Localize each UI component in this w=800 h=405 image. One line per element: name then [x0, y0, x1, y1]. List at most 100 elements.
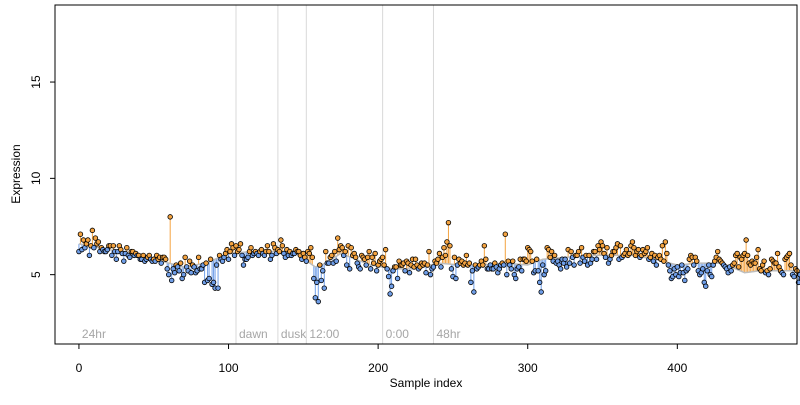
data-point [318, 277, 324, 284]
data-point [539, 262, 546, 268]
event-label-dawn: dawn [239, 327, 268, 341]
data-point [412, 256, 419, 262]
data-point [592, 248, 598, 255]
data-point [703, 283, 709, 289]
data-point [339, 244, 345, 251]
data-point [743, 237, 749, 243]
data-point [650, 258, 657, 264]
data-point [593, 256, 600, 262]
data-point [734, 250, 740, 257]
data-point [516, 264, 522, 270]
data-point [571, 262, 577, 268]
data-point [381, 262, 387, 268]
data-point [382, 246, 389, 253]
data-point [394, 275, 401, 282]
data-point [315, 298, 321, 305]
data-point [706, 262, 712, 268]
data-point [791, 273, 797, 280]
data-point [599, 243, 606, 249]
data-point [213, 262, 220, 268]
data-point [329, 252, 335, 259]
data-point [435, 256, 441, 262]
data-point [786, 250, 793, 257]
data-point [758, 268, 764, 274]
data-point [423, 270, 429, 276]
data-point [466, 260, 473, 266]
data-point [195, 254, 202, 261]
event-label-48hr: 48hr [436, 327, 460, 341]
x-tick-label: 300 [518, 361, 538, 375]
data-point [332, 248, 338, 255]
data-point [578, 244, 585, 251]
data-point [788, 262, 794, 268]
data-point [406, 270, 413, 276]
x-axis: 0 100 200 300 400 [76, 344, 688, 375]
plot-frame [54, 4, 798, 345]
data-point [370, 260, 377, 266]
data-point [626, 250, 633, 257]
data-point [248, 244, 254, 251]
data-point [644, 244, 651, 251]
data-point [674, 264, 681, 270]
data-point [566, 260, 573, 266]
data-point [384, 266, 390, 272]
data-point [89, 227, 96, 234]
data-point [679, 262, 685, 268]
data-point [589, 256, 595, 262]
data-point [321, 285, 327, 291]
data-point [210, 279, 217, 286]
data-point [363, 262, 369, 268]
data-point [523, 258, 529, 264]
data-point [447, 243, 453, 249]
data-point [163, 256, 169, 262]
data-point [237, 241, 244, 247]
data-point [704, 268, 710, 274]
data-point [402, 268, 408, 274]
y-axis: 5 10 15 [29, 75, 55, 278]
data-point [604, 244, 610, 251]
data-point [774, 250, 781, 257]
event-label-dusk: dusk [281, 327, 307, 341]
data-point [548, 248, 555, 255]
data-point [753, 254, 760, 261]
event-label-24hr: 24hr [82, 327, 106, 341]
data-point [373, 268, 380, 274]
data-point [266, 248, 272, 255]
data-point [513, 275, 519, 282]
data-point [761, 258, 767, 264]
data-point [225, 256, 232, 262]
data-point [441, 244, 447, 251]
data-point [709, 273, 715, 280]
data-point [177, 260, 184, 266]
data-point [215, 285, 221, 291]
data-point [602, 254, 609, 261]
data-point [388, 283, 395, 289]
data-point [551, 252, 558, 259]
data-point [385, 273, 392, 280]
data-point [95, 239, 102, 245]
data-point [528, 248, 534, 255]
data-point [631, 244, 637, 251]
data-point [442, 252, 449, 259]
data-point [348, 244, 354, 251]
data-point [471, 289, 477, 295]
data-point [481, 243, 488, 249]
data-point [483, 256, 489, 262]
data-point [279, 243, 286, 249]
data-point [168, 277, 175, 284]
data-point [379, 254, 386, 261]
event-label-0:00: 0:00 [386, 327, 410, 341]
data-point [765, 271, 772, 278]
x-tick-label: 100 [219, 361, 239, 375]
data-point [577, 260, 583, 266]
y-tick-label: 15 [29, 75, 43, 89]
data-point [372, 250, 378, 257]
data-point [171, 270, 178, 276]
data-point [755, 246, 761, 253]
data-point [110, 243, 117, 249]
data-point [715, 248, 721, 255]
data-point [269, 252, 275, 259]
data-point [427, 271, 434, 278]
data-point [312, 295, 318, 301]
